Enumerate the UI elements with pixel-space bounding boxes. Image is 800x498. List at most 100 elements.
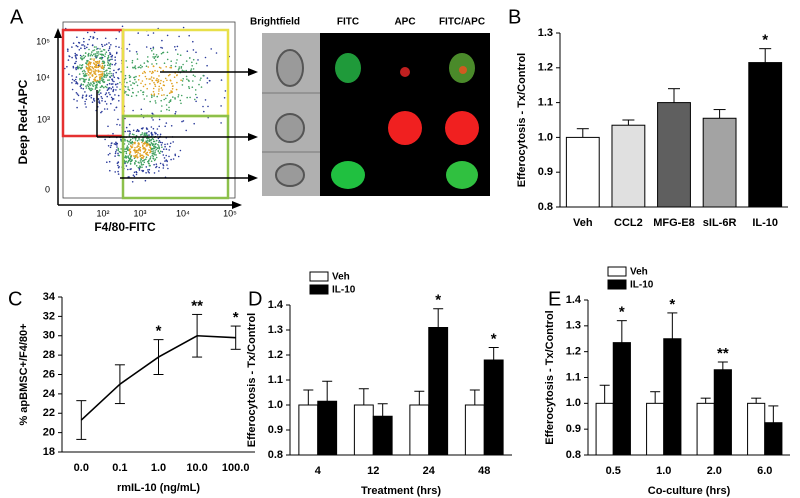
event-dot — [119, 88, 121, 91]
event-dot — [79, 64, 81, 66]
event-dot — [91, 70, 93, 72]
event-dot — [147, 56, 149, 58]
event-dot — [151, 112, 153, 115]
event-dot — [106, 64, 109, 66]
event-dot — [124, 162, 126, 165]
event-dot — [127, 140, 129, 143]
event-dot — [144, 75, 147, 78]
event-dot — [146, 95, 148, 97]
event-dot — [80, 84, 82, 86]
event-dot — [148, 165, 151, 167]
event-dot — [151, 49, 153, 52]
event-dot — [75, 44, 78, 47]
event-dot — [161, 94, 163, 97]
legend-label: Veh — [332, 272, 350, 283]
event-dot — [118, 154, 120, 157]
event-dot — [179, 149, 182, 152]
event-dot — [76, 45, 79, 48]
event-dot — [125, 147, 128, 149]
event-dot — [154, 151, 156, 154]
event-dot — [110, 44, 112, 46]
bar — [657, 102, 691, 208]
y-tick-label: 10³ — [37, 114, 50, 124]
event-dot — [181, 84, 184, 86]
event-dot — [159, 133, 162, 136]
event-dot — [200, 86, 203, 88]
event-dot — [114, 152, 117, 155]
event-dot — [131, 140, 134, 143]
legend-label: IL-10 — [630, 280, 654, 291]
event-dot — [165, 148, 168, 150]
event-dot — [139, 166, 141, 169]
event-dot — [153, 81, 155, 84]
event-dot — [127, 148, 129, 150]
event-dot — [89, 63, 91, 65]
legend-swatch — [309, 271, 329, 282]
event-dot — [141, 133, 143, 136]
event-dot — [153, 159, 156, 162]
event-dot — [118, 100, 120, 102]
event-dot — [152, 65, 155, 67]
event-dot — [158, 125, 160, 128]
event-dot — [148, 159, 150, 162]
event-dot — [93, 58, 95, 60]
event-dot — [107, 79, 109, 81]
event-dot — [94, 73, 97, 75]
event-dot — [103, 108, 106, 110]
event-dot — [112, 73, 114, 75]
event-dot — [139, 134, 142, 136]
y-tick-label: 1.3 — [566, 320, 581, 332]
event-dot — [176, 74, 178, 76]
event-dot — [81, 44, 83, 46]
event-dot — [103, 70, 106, 73]
x-tick-label: 10.0 — [186, 462, 207, 474]
event-dot — [82, 94, 84, 97]
event-dot — [137, 32, 139, 34]
cells — [275, 49, 479, 189]
event-dot — [142, 142, 145, 145]
event-dot — [149, 156, 152, 158]
event-dot — [163, 98, 165, 101]
y-tick-label: 1.0 — [538, 131, 553, 143]
event-dot — [73, 98, 75, 101]
event-dot — [192, 80, 194, 82]
event-dot — [91, 101, 94, 103]
event-dot — [147, 171, 150, 173]
event-dot — [101, 85, 104, 88]
event-dot — [149, 157, 152, 160]
event-dot — [83, 56, 86, 59]
event-dot — [89, 76, 91, 79]
event-dot — [148, 143, 151, 145]
event-dot — [84, 91, 86, 93]
event-dot — [155, 102, 157, 104]
event-dot — [95, 61, 98, 63]
event-dot — [164, 143, 166, 146]
event-dot — [127, 156, 130, 159]
event-dot — [158, 141, 160, 144]
event-dot — [154, 154, 156, 156]
event-dot — [93, 46, 96, 48]
arrows — [96, 71, 252, 179]
event-dot — [139, 155, 141, 158]
event-dot — [99, 89, 101, 91]
event-dot — [136, 84, 139, 87]
event-dot — [119, 81, 121, 84]
event-dot — [97, 71, 100, 73]
event-dot — [161, 47, 164, 49]
event-dot — [147, 143, 149, 145]
event-dot — [157, 93, 160, 95]
event-dot — [126, 48, 128, 50]
event-dot — [190, 69, 192, 72]
event-dot — [90, 71, 92, 74]
event-dot — [185, 129, 187, 132]
event-dot — [153, 145, 155, 147]
event-dot — [124, 74, 127, 77]
event-dot — [178, 66, 181, 68]
event-dot — [147, 154, 149, 157]
event-dot — [117, 149, 119, 152]
panel-label: C — [8, 288, 22, 310]
event-dot — [84, 100, 86, 103]
event-dot — [128, 149, 131, 152]
event-dot — [167, 167, 169, 170]
event-dot — [86, 46, 88, 49]
